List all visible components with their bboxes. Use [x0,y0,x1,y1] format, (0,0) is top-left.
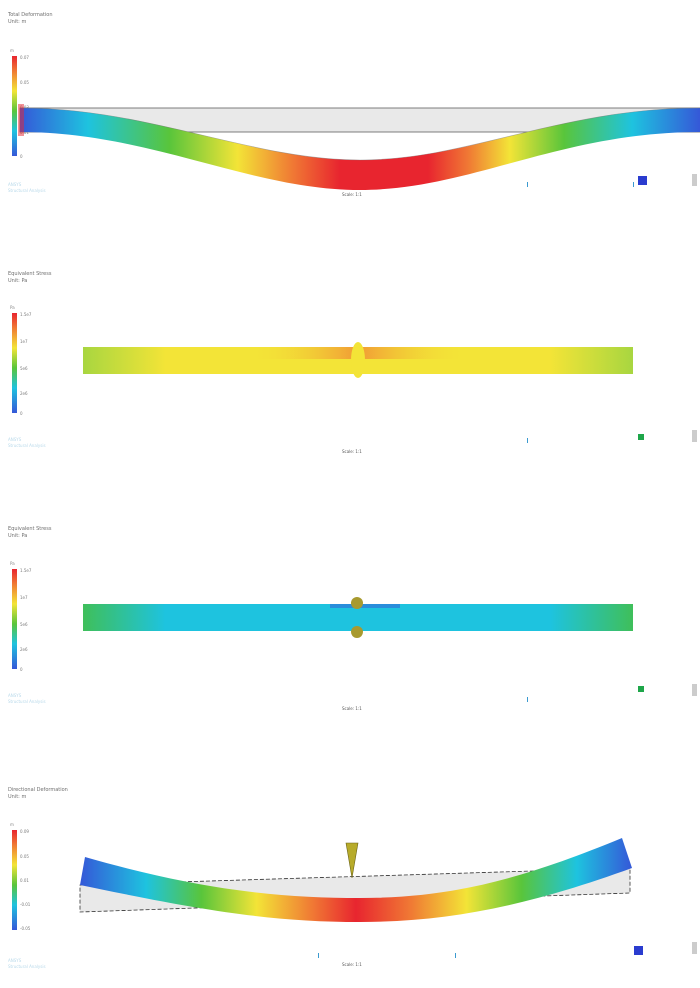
legend-tick: 0 [20,667,23,672]
ruler-tick [455,953,456,958]
legend-tick: 0.07 [20,55,29,60]
ruler-tick [527,182,528,187]
legend-tick: 2e6 [20,647,28,652]
result-panel-total-deformation: Total Deformation Unit: m m 0.07 0.05 0.… [0,0,700,230]
legend-unit: Pa [10,305,15,310]
deformed-beam-contour-2 [80,838,632,922]
color-legend-bar [12,569,17,669]
deformed-beam-contour [19,107,700,190]
info-line: ANSYS [8,693,22,698]
stress-beam-contour [83,342,633,378]
info-line: Structural Analysis [8,188,46,193]
legend-tick: 2e6 [20,391,28,396]
axis-triad-icon[interactable] [638,434,644,440]
info-line: Structural Analysis [8,443,46,448]
legend-tick: 0 [20,154,23,159]
panel-subtitle: Unit: m [8,794,27,800]
result-panel-equivalent-stress-2: Equivalent Stress Unit: Pa Pa 1.5e7 1e7 … [8,526,697,711]
ruler-tick [527,697,528,702]
panel-subtitle: Unit: Pa [8,278,28,284]
legend-tick: 0.01 [20,878,29,883]
scale-label: Scale: 1:1 [342,706,362,711]
scale-label: Scale: 1:1 [342,449,362,454]
ruler-tick [527,438,528,443]
axis-triad-icon [692,684,697,696]
axis-triad-icon[interactable] [634,946,643,955]
legend-unit: m [10,822,14,827]
info-line: ANSYS [8,182,22,187]
axis-triad-icon [692,430,697,442]
color-legend-bar [12,830,17,930]
panel-title: Equivalent Stress [8,526,52,532]
ruler-tick [633,182,634,187]
panel-title: Total Deformation [8,12,53,18]
legend-tick: 1e7 [20,339,28,344]
legend-unit: m [10,48,14,53]
axis-triad-icon[interactable] [638,176,647,185]
legend-tick: -0.01 [20,902,31,907]
scale-label: Scale: 1:1 [342,962,362,967]
legend-tick: 1.5e7 [20,312,32,317]
legend-tick: 5e6 [20,622,28,627]
panel-subtitle: Unit: m [8,19,27,25]
legend-tick: 0.05 [20,854,29,859]
info-line: Structural Analysis [8,699,46,704]
axis-triad-icon [692,942,697,954]
legend-tick: 0.05 [20,80,29,85]
panel-title: Directional Deformation [8,787,68,793]
scale-label: Scale: 1:1 [342,192,362,197]
legend-tick: 1.5e7 [20,568,32,573]
support-marker [18,104,24,136]
color-legend-bar [12,313,17,413]
axis-triad-icon [692,174,697,186]
ruler-tick [318,953,319,958]
legend-tick: -0.05 [20,926,31,931]
legend-tick: 0 [20,411,23,416]
legend-tick: 0.03 [20,105,29,110]
panel-subtitle: Unit: Pa [8,533,28,539]
axis-triad-icon[interactable] [638,686,644,692]
legend-unit: Pa [10,561,15,566]
legend-tick: 1e7 [20,595,28,600]
panel-title: Equivalent Stress [8,271,52,277]
legend-tick: 0.01 [20,130,29,135]
legend-tick: 0.09 [20,829,29,834]
info-line: ANSYS [8,958,22,963]
result-panel-equivalent-stress-1: Equivalent Stress Unit: Pa Pa 1.5e7 1e7 … [8,271,697,454]
stress-beam-contour-2 [83,597,633,638]
legend-tick: 5e6 [20,366,28,371]
info-line: ANSYS [8,437,22,442]
load-arrow-icon [345,842,359,879]
info-line: Structural Analysis [8,964,46,969]
color-legend-bar [12,56,17,156]
